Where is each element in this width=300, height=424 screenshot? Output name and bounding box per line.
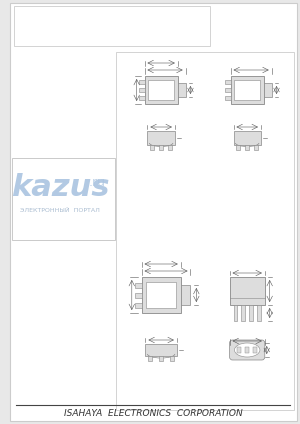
Bar (257, 305, 261, 321)
Bar (139, 80, 145, 84)
Bar (116, 52, 294, 410)
Bar (148, 80, 174, 100)
Bar (225, 80, 231, 84)
Bar (233, 131, 261, 145)
Bar (245, 347, 249, 353)
Bar (14, 6, 210, 46)
Bar (241, 305, 245, 321)
Bar (236, 145, 240, 150)
Bar (135, 282, 142, 287)
Text: ЭЛЕКТРОННЫЙ  ПОРТАЛ: ЭЛЕКТРОННЫЙ ПОРТАЛ (20, 207, 100, 212)
Bar (230, 277, 265, 305)
Bar (231, 76, 264, 104)
Bar (168, 145, 172, 150)
Bar (146, 282, 176, 308)
Bar (225, 96, 231, 100)
Bar (148, 356, 152, 361)
Text: kazus: kazus (11, 173, 110, 203)
Bar (146, 344, 177, 356)
Bar (233, 305, 237, 321)
Bar (159, 356, 163, 361)
Text: ISAHAYA  ELECTRONICS  CORPORATION: ISAHAYA ELECTRONICS CORPORATION (64, 408, 243, 418)
Bar (225, 88, 231, 92)
Bar (135, 293, 142, 298)
Bar (11, 158, 115, 240)
Bar (237, 347, 241, 353)
Bar (159, 145, 163, 150)
Bar (150, 145, 154, 150)
Bar (135, 302, 142, 307)
Bar (249, 305, 253, 321)
Bar (254, 145, 258, 150)
Bar (139, 88, 145, 92)
Bar (145, 76, 178, 104)
Bar (253, 347, 257, 353)
Bar (235, 80, 260, 100)
Bar (170, 356, 174, 361)
Bar (181, 285, 190, 305)
Bar (139, 96, 145, 100)
FancyBboxPatch shape (230, 340, 265, 360)
Bar (142, 277, 181, 313)
Bar (245, 145, 249, 150)
Bar (264, 83, 272, 97)
Bar (178, 83, 186, 97)
Bar (147, 131, 175, 145)
Ellipse shape (235, 343, 260, 357)
Text: .ru: .ru (89, 176, 106, 189)
